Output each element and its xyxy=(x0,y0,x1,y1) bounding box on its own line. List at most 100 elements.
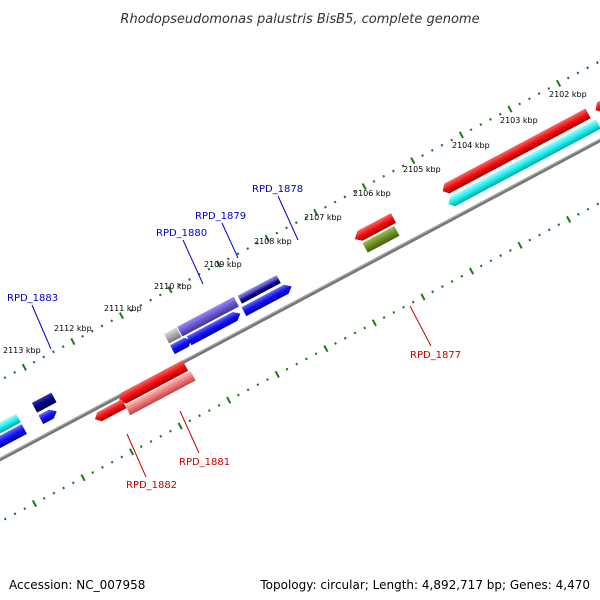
major-tick xyxy=(313,208,319,216)
minor-tick xyxy=(333,200,337,204)
gene-arrow[interactable] xyxy=(93,399,127,423)
gene-label-rpd-1879: RPD_1879 xyxy=(195,211,246,222)
major-tick xyxy=(458,131,464,139)
minor-tick xyxy=(169,429,172,433)
major-tick xyxy=(371,319,377,327)
minor-tick xyxy=(334,341,337,345)
major-tick xyxy=(410,157,416,165)
gene-arrow[interactable] xyxy=(116,360,189,406)
minor-tick xyxy=(566,76,570,80)
gene-arrow[interactable] xyxy=(0,413,21,439)
major-tick xyxy=(167,286,173,294)
gene-arrow[interactable] xyxy=(0,424,27,450)
minor-tick xyxy=(207,409,211,412)
minor-tick xyxy=(275,231,279,235)
minor-tick xyxy=(110,460,114,464)
minor-tick xyxy=(595,61,599,65)
tick-label: 2102 kbp xyxy=(549,90,587,99)
gene-arrow[interactable] xyxy=(125,370,196,416)
major-tick xyxy=(507,105,513,113)
minor-tick xyxy=(217,403,221,407)
minor-tick xyxy=(3,376,7,380)
minor-tick xyxy=(256,241,259,245)
minor-tick xyxy=(13,512,17,516)
minor-tick xyxy=(62,486,65,490)
gene-arrow[interactable] xyxy=(440,108,591,196)
gene-arrow[interactable] xyxy=(446,119,600,209)
gene-labels: RPD_1878 RPD_1879 RPD_1880 RPD_1883 RPD_… xyxy=(7,184,461,491)
minor-tick xyxy=(149,298,152,302)
minor-tick xyxy=(363,326,367,330)
gene-features xyxy=(0,83,600,450)
gene-arrow[interactable] xyxy=(163,327,182,344)
minor-tick xyxy=(479,123,483,127)
gene-arrow[interactable] xyxy=(31,392,57,413)
gene-arrow[interactable] xyxy=(593,83,600,115)
genome-backbone xyxy=(0,101,600,499)
topology-text: Topology: circular; Length: 4,892,717 bp… xyxy=(260,578,590,592)
minor-tick xyxy=(324,205,327,209)
minor-tick xyxy=(285,226,288,230)
tick-label: 2109 kbp xyxy=(204,260,242,269)
minor-tick xyxy=(23,507,27,511)
minor-tick xyxy=(129,309,133,312)
gene-arrow[interactable] xyxy=(352,213,397,243)
tick-label: 2113 kbp xyxy=(3,346,41,355)
gene-arrow[interactable] xyxy=(241,282,294,317)
minor-tick xyxy=(498,112,502,116)
gene-arrow[interactable] xyxy=(237,275,279,301)
major-tick xyxy=(70,337,76,346)
major-tick xyxy=(361,183,367,191)
minor-tick xyxy=(489,259,493,263)
minor-tick xyxy=(91,471,95,474)
minor-tick xyxy=(596,202,600,206)
minor-tick xyxy=(430,148,434,152)
major-tick xyxy=(226,396,232,404)
major-tick xyxy=(80,474,86,482)
minor-tick xyxy=(343,336,347,340)
minor-tick xyxy=(305,357,308,361)
gene-arrow[interactable] xyxy=(362,226,400,253)
major-tick xyxy=(323,345,329,353)
minor-tick xyxy=(294,221,298,225)
minor-tick xyxy=(537,92,541,96)
tick-label: 2106 kbp xyxy=(353,189,391,198)
major-tick xyxy=(274,370,280,378)
tick-label: 2103 kbp xyxy=(500,116,538,125)
tick-label: 2107 kbp xyxy=(304,213,342,222)
minor-tick xyxy=(411,300,415,304)
gene-arrow[interactable] xyxy=(38,407,60,425)
minor-tick xyxy=(3,517,7,521)
minor-tick xyxy=(450,280,454,283)
gene-arrow[interactable] xyxy=(170,335,193,355)
major-tick xyxy=(21,363,27,371)
tick-label: 2108 kbp xyxy=(254,237,292,246)
major-tick xyxy=(129,448,135,456)
major-tick xyxy=(118,312,124,320)
minor-tick xyxy=(90,329,94,333)
tick-label: 2104 kbp xyxy=(452,141,490,150)
minor-tick xyxy=(576,71,580,75)
major-tick xyxy=(469,267,475,275)
minor-tick xyxy=(586,66,590,70)
gene-label-rpd-1883: RPD_1883 xyxy=(7,293,58,304)
tick-label: 2111 kbp xyxy=(104,304,142,313)
minor-tick xyxy=(149,440,153,443)
minor-tick xyxy=(372,179,376,183)
gene-arrow[interactable] xyxy=(177,296,239,337)
major-tick xyxy=(216,260,222,268)
minor-tick xyxy=(13,371,16,374)
minor-tick xyxy=(100,324,104,328)
gene-arrow[interactable] xyxy=(239,278,281,304)
minor-tick xyxy=(314,352,318,356)
major-tick xyxy=(177,422,183,430)
tick-rings xyxy=(3,61,600,521)
tick-labels: 2102 kbp 2103 kbp 2104 kbp 2105 kbp 2106… xyxy=(3,90,587,355)
minor-tick xyxy=(246,388,250,392)
minor-tick xyxy=(431,290,435,294)
tick-label: 2112 kbp xyxy=(54,324,92,333)
minor-tick xyxy=(479,264,483,268)
gene-label-rpd-1878: RPD_1878 xyxy=(252,184,303,195)
gene-arrow[interactable] xyxy=(186,309,243,346)
leader-line xyxy=(126,433,147,478)
